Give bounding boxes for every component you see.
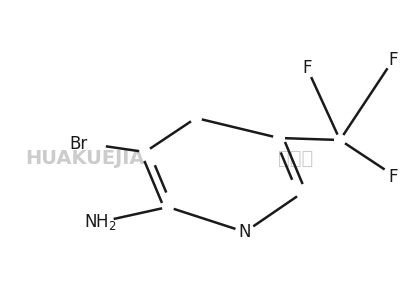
Text: Br: Br <box>70 135 88 153</box>
Text: F: F <box>388 168 398 186</box>
Text: 化学加: 化学加 <box>278 148 313 167</box>
Text: N: N <box>239 223 251 241</box>
Text: F: F <box>302 59 312 77</box>
Text: NH$_2$: NH$_2$ <box>84 212 116 232</box>
Text: HUAKUEJIA: HUAKUEJIA <box>25 148 145 167</box>
Text: F: F <box>388 51 398 69</box>
